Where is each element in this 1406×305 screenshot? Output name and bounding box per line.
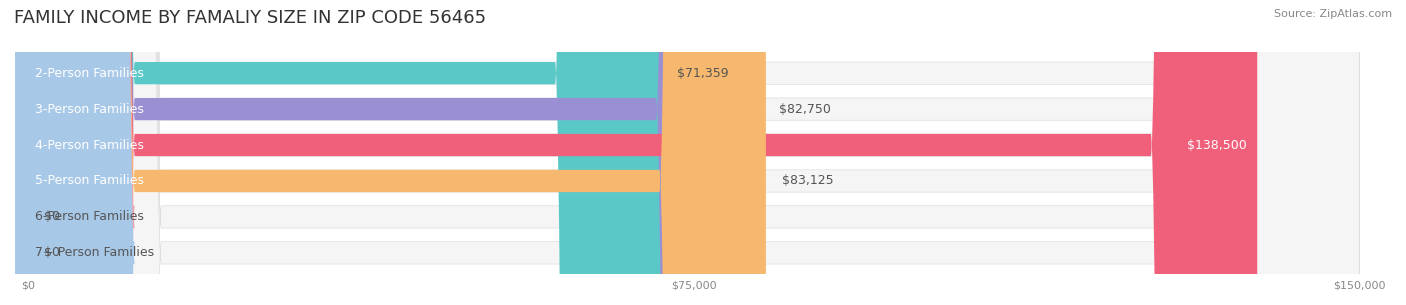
Text: $0: $0 <box>44 246 60 259</box>
Text: 2-Person Families: 2-Person Families <box>35 67 143 80</box>
FancyBboxPatch shape <box>28 0 661 305</box>
Text: 6-Person Families: 6-Person Families <box>35 210 143 224</box>
FancyBboxPatch shape <box>28 0 766 305</box>
Text: $82,750: $82,750 <box>779 102 831 116</box>
FancyBboxPatch shape <box>28 0 1360 305</box>
FancyBboxPatch shape <box>28 0 1360 305</box>
FancyBboxPatch shape <box>28 0 1360 305</box>
Text: FAMILY INCOME BY FAMALIY SIZE IN ZIP CODE 56465: FAMILY INCOME BY FAMALIY SIZE IN ZIP COD… <box>14 9 486 27</box>
Text: Source: ZipAtlas.com: Source: ZipAtlas.com <box>1274 9 1392 19</box>
FancyBboxPatch shape <box>28 0 1360 305</box>
FancyBboxPatch shape <box>28 0 1257 305</box>
Text: 3-Person Families: 3-Person Families <box>35 102 143 116</box>
FancyBboxPatch shape <box>28 0 1360 305</box>
Text: $138,500: $138,500 <box>1187 138 1247 152</box>
Text: 4-Person Families: 4-Person Families <box>35 138 143 152</box>
Text: $0: $0 <box>44 210 60 224</box>
Text: 7+ Person Families: 7+ Person Families <box>35 246 155 259</box>
FancyBboxPatch shape <box>28 0 1360 305</box>
Text: 5-Person Families: 5-Person Families <box>35 174 143 188</box>
FancyBboxPatch shape <box>28 0 762 305</box>
Text: $83,125: $83,125 <box>782 174 834 188</box>
FancyBboxPatch shape <box>0 0 135 305</box>
Text: $71,359: $71,359 <box>678 67 730 80</box>
FancyBboxPatch shape <box>0 0 135 305</box>
